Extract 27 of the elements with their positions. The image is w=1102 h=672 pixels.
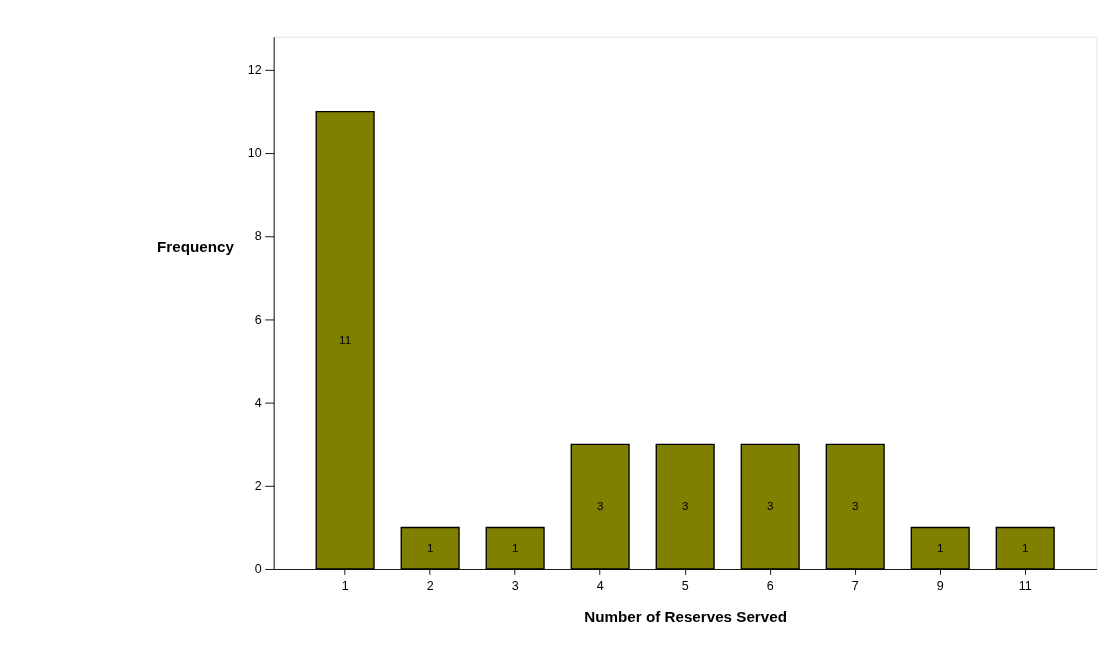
data-label: 3 [681, 499, 689, 513]
y-tick-label: 10 [247, 146, 262, 161]
y-tick-label: 2 [254, 478, 262, 493]
y-tick-label: 6 [254, 312, 262, 327]
x-tick-label: 11 [1018, 579, 1032, 594]
x-tick-label: 7 [851, 579, 859, 594]
y-axis-title: Frequency [157, 237, 235, 255]
data-label: 1 [936, 540, 944, 554]
data-label: 1 [511, 540, 519, 554]
y-tick-label: 12 [247, 63, 262, 78]
x-tick-label: 1 [341, 579, 349, 594]
data-label: 11 [339, 332, 352, 346]
y-tick-label: 4 [254, 395, 262, 410]
x-axis-title: Number of Reserves Served [584, 608, 787, 626]
y-tick-label: 0 [254, 562, 262, 577]
data-label: 1 [426, 540, 434, 554]
x-tick-label: 6 [766, 579, 774, 594]
data-label: 3 [851, 499, 859, 513]
x-tick-label: 5 [681, 579, 689, 594]
x-tick-label: 4 [596, 579, 604, 594]
data-label: 3 [766, 499, 774, 513]
data-label: 1 [1021, 540, 1029, 554]
x-tick-label: 2 [426, 579, 434, 594]
data-label: 3 [596, 499, 604, 513]
x-tick-label: 9 [936, 579, 944, 594]
x-tick-label: 3 [511, 579, 519, 594]
y-tick-label: 8 [254, 229, 262, 244]
